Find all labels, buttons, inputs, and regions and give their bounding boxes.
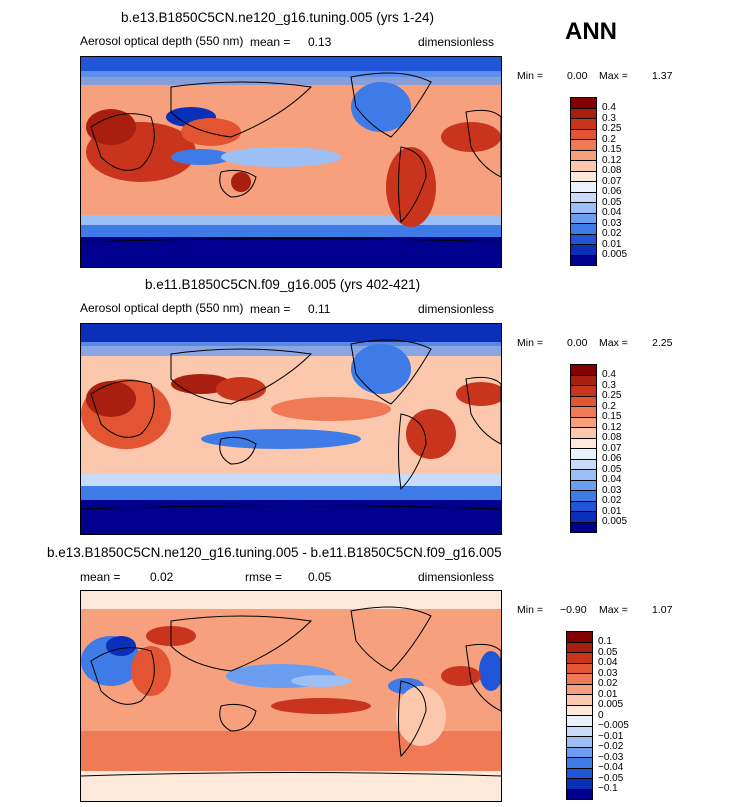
colorbar-level-label: 0.12 xyxy=(602,154,622,166)
colorbar-swatch xyxy=(566,788,593,800)
panel3-max-label: Max = xyxy=(599,604,628,616)
colorbar-level-label: 0.08 xyxy=(602,432,622,443)
colorbar-level-label: 0.005 xyxy=(598,699,624,710)
colorbar-level-label: 0.04 xyxy=(598,657,618,668)
colorbar-level-label: 0.2 xyxy=(602,133,616,145)
colorbar-level-label: 0.1 xyxy=(598,636,612,647)
panel3-colorbar: 0.1 0.05 0.04 0.03 0.02 0.01 0.005 0 −0.005 −0.01… xyxy=(566,631,666,800)
colorbar-level-label: 0.02 xyxy=(602,495,622,506)
panel1-max-label: Max = xyxy=(599,70,628,82)
colorbar-level-label: 0.12 xyxy=(602,421,622,433)
colorbar-level-label: 0.03 xyxy=(602,484,622,496)
panel2-map xyxy=(80,323,502,535)
colorbar-level-label: 0.25 xyxy=(602,390,622,401)
panel2-map-svg xyxy=(81,324,501,534)
panel2-min-value: 0.00 xyxy=(567,337,588,349)
colorbar-level-label: 0.07 xyxy=(602,175,622,187)
panel1-mean-value: 0.13 xyxy=(308,35,332,49)
colorbar-level-label: 0.4 xyxy=(602,102,616,113)
colorbar-level-label: −0.1 xyxy=(598,783,618,794)
panel3-rmse-value: 0.05 xyxy=(308,570,332,584)
panel1-max-value: 1.37 xyxy=(652,70,673,82)
colorbar-level-label: −0.005 xyxy=(598,720,629,731)
colorbar-level-label: 0.04 xyxy=(602,474,622,485)
colorbar-level-label: 0.08 xyxy=(602,165,622,176)
panel2-colorbar: 0.4 0.3 0.25 0.2 0.15 0.12 0.08 0.07 0.06 0.05 0.0… xyxy=(570,364,650,533)
panel1-min-label: Min = xyxy=(517,70,543,82)
panel1-units: dimensionless xyxy=(418,35,495,49)
colorbar-level-label: 0.05 xyxy=(602,196,622,208)
panel3-map xyxy=(80,590,502,802)
panel1-title: b.e13.B1850C5CN.ne120_g16.tuning.005 (yr… xyxy=(121,10,434,25)
colorbar-level-label: 0.03 xyxy=(598,667,618,679)
colorbar-level-label: −0.05 xyxy=(598,772,624,784)
colorbar-level-label: −0.01 xyxy=(598,730,624,742)
colorbar-level-label: 0.02 xyxy=(598,678,618,689)
colorbar-swatch xyxy=(570,521,597,533)
panel3-mean-label: mean = xyxy=(80,570,121,584)
season-label: ANN xyxy=(565,18,617,45)
panel3-title: b.e13.B1850C5CN.ne120_g16.tuning.005 - b… xyxy=(47,545,502,560)
colorbar-level-label: 0.005 xyxy=(602,516,628,527)
colorbar-swatch xyxy=(570,254,597,266)
panel1-min-value: 0.00 xyxy=(567,70,588,82)
colorbar-level-label: 0.07 xyxy=(602,442,622,454)
colorbar-level-label: 0.2 xyxy=(602,400,616,412)
colorbar-level-label: 0.3 xyxy=(602,379,616,391)
panel1-map xyxy=(80,56,502,268)
colorbar-level-label: 0.05 xyxy=(598,646,618,658)
panel2-title: b.e11.B1850C5CN.f09_g16.005 (yrs 402-421… xyxy=(145,277,421,292)
panel3-units: dimensionless xyxy=(418,570,495,584)
colorbar-level-label: 0.15 xyxy=(602,411,622,422)
panel2-variable: Aerosol optical depth (550 nm) xyxy=(80,301,244,315)
panel3-rmse-label: rmse = xyxy=(245,570,283,584)
colorbar-level-label: 0.01 xyxy=(602,505,622,517)
colorbar-level-label: 0.25 xyxy=(602,123,622,134)
panel2-max-label: Max = xyxy=(599,337,628,349)
colorbar-level-label: 0.01 xyxy=(598,688,618,700)
panel1-variable: Aerosol optical depth (550 nm) xyxy=(80,34,244,48)
panel3-min-value: −0.90 xyxy=(560,604,587,616)
panel2-mean-label: mean = xyxy=(250,302,291,316)
panel2-max-value: 2.25 xyxy=(652,337,673,349)
colorbar-level-label: 0.02 xyxy=(602,228,622,239)
panel3-map-svg xyxy=(81,591,501,801)
panel2-units: dimensionless xyxy=(418,302,495,316)
panel1-mean-label: mean = xyxy=(250,35,291,49)
panel3-max-value: 1.07 xyxy=(652,604,673,616)
colorbar-level-label: 0.04 xyxy=(602,207,622,218)
colorbar-level-label: 0.4 xyxy=(602,369,616,380)
panel3-mean-value: 0.02 xyxy=(150,570,174,584)
panel1-map-svg xyxy=(81,57,501,267)
colorbar-level-label: 0.06 xyxy=(602,186,622,197)
colorbar-level-label: 0.03 xyxy=(602,217,622,229)
colorbar-level-label: −0.02 xyxy=(598,741,624,752)
panel3-min-label: Min = xyxy=(517,604,543,616)
panel1-colorbar: 0.4 0.3 0.25 0.2 0.15 0.12 0.08 0.07 0.06 0.05 0.0… xyxy=(570,97,650,266)
panel2-min-label: Min = xyxy=(517,337,543,349)
colorbar-level-label: −0.04 xyxy=(598,762,624,773)
colorbar-level-label: −0.03 xyxy=(598,751,624,763)
colorbar-level-label: 0 xyxy=(598,709,604,721)
colorbar-level-label: 0.06 xyxy=(602,453,622,464)
panel2-mean-value: 0.11 xyxy=(308,302,331,316)
colorbar-level-label: 0.05 xyxy=(602,463,622,475)
colorbar-level-label: 0.005 xyxy=(602,249,628,260)
colorbar-level-label: 0.3 xyxy=(602,112,616,124)
colorbar-level-label: 0.15 xyxy=(602,144,622,155)
colorbar-level-label: 0.01 xyxy=(602,238,622,250)
